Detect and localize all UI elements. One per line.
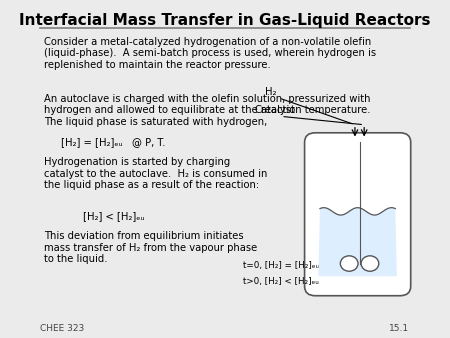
Circle shape	[340, 256, 358, 271]
FancyBboxPatch shape	[305, 133, 411, 296]
Text: [H₂] < [H₂]ₑᵤ: [H₂] < [H₂]ₑᵤ	[83, 211, 144, 221]
Text: [H₂] = [H₂]ₑᵤ   @ P, T.: [H₂] = [H₂]ₑᵤ @ P, T.	[61, 137, 166, 147]
Text: t>0, [H₂] < [H₂]ₑᵤ: t>0, [H₂] < [H₂]ₑᵤ	[243, 277, 320, 286]
Polygon shape	[319, 208, 397, 276]
Text: H₂: H₂	[266, 87, 277, 97]
Text: This deviation from equilibrium initiates
mass transfer of H₂ from the vapour ph: This deviation from equilibrium initiate…	[44, 231, 257, 264]
Text: An autoclave is charged with the olefin solution, pressurized with
hydrogen and : An autoclave is charged with the olefin …	[44, 94, 371, 127]
Text: t=0, [H₂] = [H₂]ₑᵤ: t=0, [H₂] = [H₂]ₑᵤ	[243, 261, 320, 270]
Text: Catalyst: Catalyst	[255, 105, 296, 115]
Text: Consider a metal-catalyzed hydrogenation of a non-volatile olefin
(liquid-phase): Consider a metal-catalyzed hydrogenation…	[44, 37, 376, 70]
Text: CHEE 323: CHEE 323	[40, 324, 85, 333]
Text: 15.1: 15.1	[389, 324, 410, 333]
Circle shape	[361, 256, 379, 271]
Text: Hydrogenation is started by charging
catalyst to the autoclave.  H₂ is consumed : Hydrogenation is started by charging cat…	[44, 157, 268, 191]
Text: Interfacial Mass Transfer in Gas-Liquid Reactors: Interfacial Mass Transfer in Gas-Liquid …	[19, 13, 431, 28]
